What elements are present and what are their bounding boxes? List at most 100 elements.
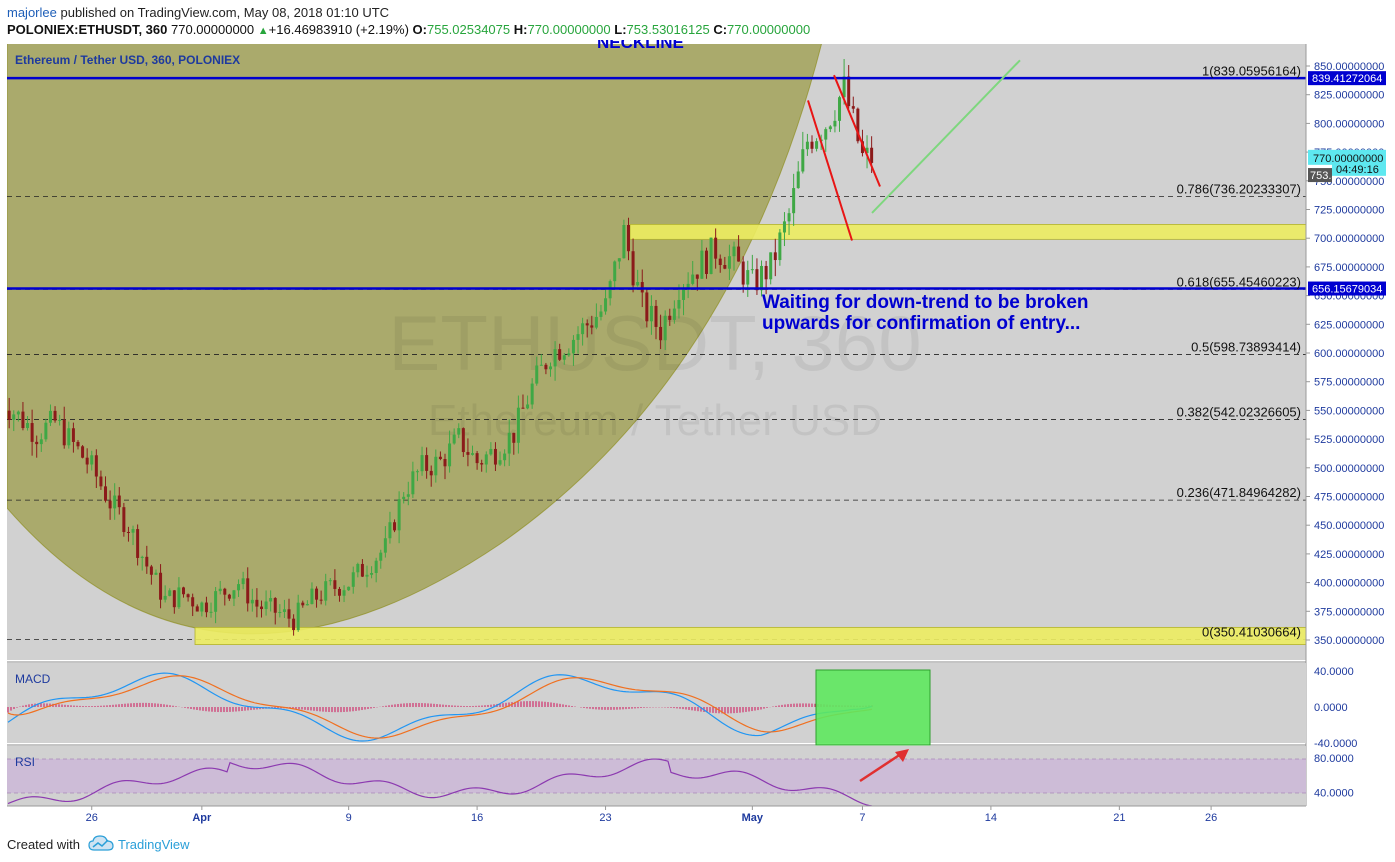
- fib-label: 0.236(471.84964282): [1177, 485, 1301, 500]
- candle-body: [163, 595, 167, 600]
- candle-body: [383, 538, 387, 553]
- price-tick-label: 525.00000000: [1314, 434, 1384, 446]
- chart-area[interactable]: ETHUSDT, 360 Ethereum / Tether USD NECKL…: [0, 33, 1395, 826]
- price-tick-label: 825.00000000: [1314, 90, 1384, 102]
- candle-body: [727, 256, 731, 269]
- candle-body: [438, 456, 442, 460]
- candle-body: [81, 446, 85, 458]
- countdown-badge-label: 04:49:16: [1336, 164, 1379, 176]
- change-value: +16.46983910 (+2.19%): [268, 22, 409, 37]
- time-tick-label: 7: [859, 812, 865, 824]
- countdown-badge: [1332, 161, 1386, 176]
- candle-body: [796, 171, 800, 189]
- candle-body: [177, 587, 181, 608]
- macd-label: MACD: [15, 672, 51, 686]
- last-price-badge: [1308, 149, 1386, 165]
- ohlc-line: POLONIEX:ETHUSDT, 360 770.00000000 ▲+16.…: [7, 22, 810, 37]
- candle-body: [466, 452, 470, 455]
- time-tick-label: Apr: [192, 812, 212, 824]
- footer: Created with TradingView: [0, 826, 1395, 862]
- candle-body: [539, 364, 543, 366]
- price-tick-label: 575.00000000: [1314, 377, 1384, 389]
- tradingview-link[interactable]: TradingView: [118, 837, 190, 852]
- fib-label: 0(350.41030664): [1202, 625, 1301, 640]
- candle-body: [672, 308, 676, 320]
- candle-body: [39, 439, 43, 445]
- candle-body: [613, 261, 617, 282]
- candle-body: [567, 353, 571, 356]
- candle-body: [755, 269, 759, 291]
- candle-body: [136, 529, 140, 558]
- candle-body: [870, 147, 874, 163]
- candle-body: [746, 270, 750, 285]
- candle-body: [452, 434, 456, 444]
- price-tick-label: 800.00000000: [1314, 118, 1384, 130]
- annotation-line-2: upwards for confirmation of entry...: [762, 313, 1080, 334]
- price-tick-label: 700.00000000: [1314, 233, 1384, 245]
- macd-pane-bg: [7, 663, 1306, 743]
- last-price: 770.00000000: [171, 22, 255, 37]
- candle-body: [319, 599, 323, 601]
- candle-body: [640, 282, 644, 293]
- candle-body: [737, 246, 741, 262]
- candle-body: [76, 441, 80, 447]
- signal-line: [7, 675, 873, 739]
- candle-body: [443, 459, 447, 467]
- candle-body: [388, 522, 392, 539]
- price-tick-label: 425.00000000: [1314, 549, 1384, 561]
- candle-body: [489, 448, 493, 455]
- candle-body: [48, 410, 52, 423]
- candle-body: [824, 129, 828, 140]
- price-tick-label: 450.00000000: [1314, 520, 1384, 532]
- prev-close-badge: [1308, 168, 1332, 183]
- candle-body: [847, 76, 851, 107]
- candle-body: [503, 453, 507, 461]
- macd-axis-label: -40.0000: [1314, 738, 1357, 750]
- candle-body: [558, 349, 562, 360]
- published-text: published on TradingView.com, May 08, 20…: [60, 5, 390, 20]
- candle-body: [273, 598, 277, 613]
- fib-label: 0.618(655.45460223): [1177, 274, 1301, 289]
- price-tick-label: 675.00000000: [1314, 262, 1384, 274]
- candle-body: [810, 141, 814, 149]
- price-line-badge-label: 839.41272064: [1312, 73, 1382, 85]
- candle-body: [12, 414, 16, 420]
- macd-crossover-highlight: [815, 669, 931, 746]
- candle-body: [154, 572, 158, 575]
- candle-body: [691, 274, 695, 284]
- chart-legend-title: Ethereum / Tether USD, 360, POLONIEX: [15, 53, 240, 67]
- rsi-axis-label: 40.0000: [1314, 788, 1354, 800]
- rsi-axis-label: 80.0000: [1314, 753, 1354, 765]
- candle-body: [292, 618, 296, 631]
- candle-body: [44, 422, 48, 440]
- candle-body: [7, 410, 11, 420]
- arrow-head-icon: [895, 749, 909, 762]
- price-tick-label: 600.00000000: [1314, 348, 1384, 360]
- candle-body: [397, 499, 401, 531]
- candle-body: [723, 265, 727, 269]
- candle-body: [16, 411, 20, 415]
- candle-body: [379, 552, 383, 561]
- candle-body: [865, 147, 869, 154]
- candle-body: [714, 237, 718, 259]
- candle-body: [778, 232, 782, 261]
- candle-body: [191, 597, 195, 607]
- candle-body: [159, 572, 163, 600]
- author-link[interactable]: majorlee: [7, 5, 57, 20]
- time-axis[interactable]: [0, 806, 1395, 826]
- candle-body: [356, 563, 360, 573]
- time-tick-label: 26: [1205, 812, 1217, 824]
- candle-body: [677, 299, 681, 309]
- candle-body: [232, 590, 236, 599]
- candle-body: [709, 237, 713, 274]
- chart-canvas[interactable]: ETHUSDT, 360 Ethereum / Tether USD NECKL…: [0, 33, 1395, 826]
- candle-body: [480, 463, 484, 465]
- candle-body: [585, 323, 589, 326]
- time-tick-label: 14: [985, 812, 997, 824]
- candle-body: [801, 149, 805, 172]
- candle-body: [250, 599, 254, 604]
- candle-body: [700, 250, 704, 279]
- candle-body: [90, 455, 94, 465]
- candle-body: [448, 443, 452, 467]
- candle-body: [838, 97, 842, 121]
